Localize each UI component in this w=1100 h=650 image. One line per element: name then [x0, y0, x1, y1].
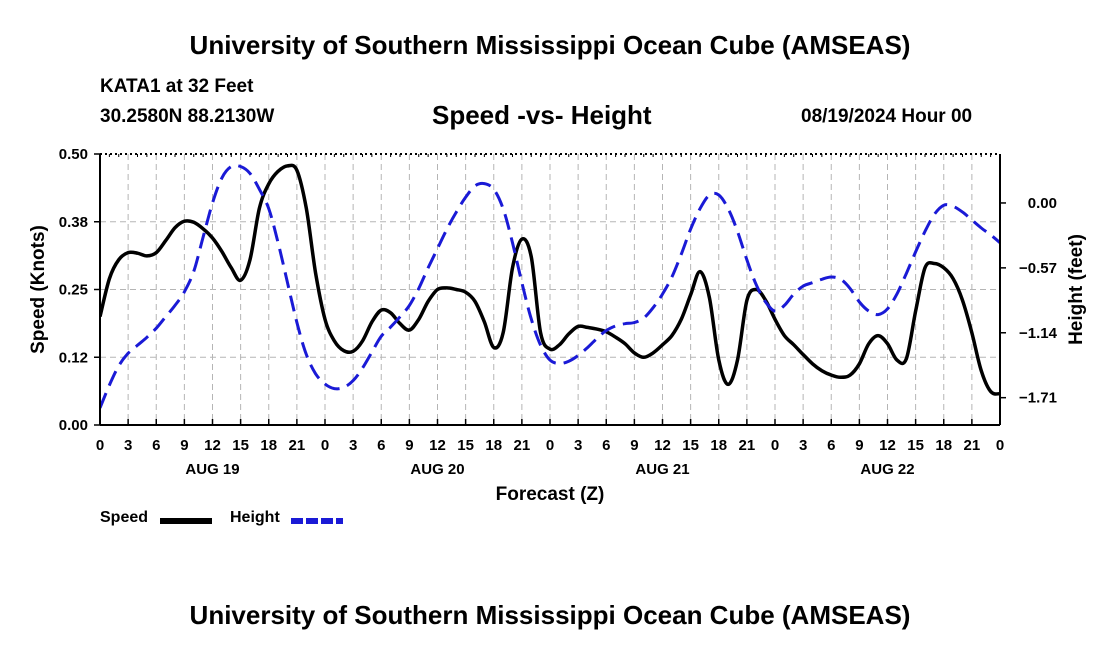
x-tick-label: 12 [879, 437, 896, 454]
x-tick-label: 0 [996, 437, 1004, 454]
x-tick-label: 18 [935, 437, 952, 454]
y2-tick-label: −1.14 [1019, 325, 1058, 342]
x-tick-label: 6 [827, 437, 835, 454]
x-tick-label: 9 [405, 437, 413, 454]
x-tick-label: 3 [124, 437, 132, 454]
x-tick-label: 0 [96, 437, 104, 454]
y-tick-label: 0.50 [59, 146, 88, 163]
y-tick-label: 0.00 [59, 417, 88, 434]
x-tick-label: 9 [855, 437, 863, 454]
height-series-line [100, 163, 1000, 409]
x-tick-label: 6 [602, 437, 610, 454]
x-tick-label: 9 [630, 437, 638, 454]
x-tick-label: 15 [907, 437, 924, 454]
chart-title: Speed -vs- Height [432, 100, 652, 130]
legend-speed-swatch [160, 518, 212, 524]
legend-height-label: Height [230, 509, 280, 526]
x-tick-label: 21 [514, 437, 531, 454]
x-tick-label: 15 [232, 437, 249, 454]
station-coordinates: 30.2580N 88.2130W [100, 106, 275, 127]
y2-tick-label: −0.57 [1019, 260, 1057, 277]
x-tick-label: 12 [654, 437, 671, 454]
x-tick-label: 18 [485, 437, 502, 454]
y-axis-title: Speed (Knots) [28, 225, 49, 354]
forecast-date: 08/19/2024 Hour 00 [801, 106, 973, 127]
x-tick-label: 18 [260, 437, 277, 454]
legend-speed-label: Speed [100, 509, 149, 526]
x-tick-label: 12 [204, 437, 221, 454]
day-label: AUG 21 [635, 461, 689, 478]
station-label: KATA1 at 32 Feet [100, 76, 254, 97]
day-label: AUG 22 [860, 461, 914, 478]
x-tick-label: 0 [771, 437, 779, 454]
y2-tick-label: −1.71 [1019, 390, 1057, 407]
header-title: University of Southern Mississippi Ocean… [189, 30, 911, 60]
x-tick-label: 21 [964, 437, 981, 454]
y-tick-label: 0.25 [59, 282, 88, 299]
x-tick-label: 0 [321, 437, 329, 454]
x-tick-label: 21 [289, 437, 306, 454]
day-label: AUG 19 [185, 461, 239, 478]
x-tick-label: 3 [574, 437, 582, 454]
x-tick-label: 0 [546, 437, 554, 454]
speed-series-line [100, 163, 1000, 396]
y-tick-label: 0.38 [59, 214, 88, 231]
y2-axis-title: Height (feet) [1066, 234, 1087, 345]
day-label: AUG 20 [410, 461, 464, 478]
y-tick-label: 0.12 [59, 349, 88, 366]
x-tick-label: 21 [739, 437, 756, 454]
x-tick-label: 15 [457, 437, 474, 454]
x-tick-label: 18 [710, 437, 727, 454]
x-tick-label: 15 [682, 437, 699, 454]
x-tick-label: 12 [429, 437, 446, 454]
legend-height-swatch [291, 518, 343, 524]
x-tick-label: 9 [180, 437, 188, 454]
x-tick-label: 3 [799, 437, 807, 454]
x-axis-title: Forecast (Z) [496, 484, 605, 505]
x-tick-label: 6 [377, 437, 385, 454]
y2-tick-label: 0.00 [1028, 195, 1057, 212]
x-tick-label: 6 [152, 437, 160, 454]
footer-title: University of Southern Mississippi Ocean… [189, 600, 911, 630]
x-tick-label: 3 [349, 437, 357, 454]
